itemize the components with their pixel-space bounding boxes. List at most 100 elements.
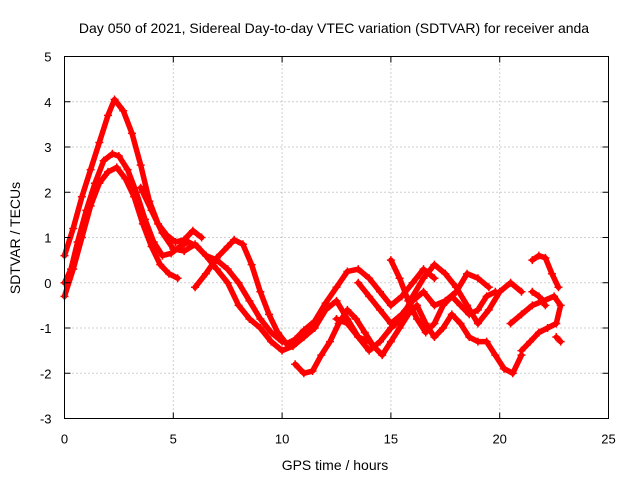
data-point [114, 152, 123, 161]
data-point [110, 95, 119, 104]
data-point [256, 314, 265, 323]
data-point [386, 301, 395, 310]
series-trace [61, 164, 181, 300]
x-tick-label: 5 [170, 432, 177, 447]
data-point [430, 333, 439, 342]
data-point [291, 335, 300, 344]
x-axis-label: GPS time / hours [282, 457, 389, 473]
data-point [223, 242, 232, 251]
data-point [447, 310, 456, 319]
data-point [556, 337, 565, 346]
data-point [456, 301, 465, 310]
data-point [473, 274, 482, 283]
data-point [278, 346, 287, 355]
data-point [419, 274, 428, 283]
data-point [121, 174, 130, 183]
data-point [308, 366, 317, 375]
data-point [136, 183, 145, 192]
data-point [234, 301, 243, 310]
series-satellite-pass-5 [191, 235, 439, 348]
x-tick-label: 15 [384, 432, 398, 447]
y-tick-label: -1 [40, 321, 52, 336]
data-point [291, 360, 300, 369]
data-point [473, 337, 482, 346]
data-point [534, 251, 543, 260]
data-point [119, 106, 128, 115]
data-point [500, 364, 509, 373]
y-tick-label: -2 [40, 366, 52, 381]
series-satellite-pass-4 [136, 183, 374, 355]
y-axis-label: SDTVAR / TECUs [7, 182, 23, 294]
series-satellite-pass-10 [528, 251, 563, 292]
data-point [282, 339, 291, 348]
data-point [99, 156, 108, 165]
data-point [325, 337, 334, 346]
data-point [223, 265, 232, 274]
data-point [321, 299, 330, 308]
data-point [365, 346, 374, 355]
data-point [156, 260, 165, 269]
data-point [395, 274, 404, 283]
data-point [482, 337, 491, 346]
data-point [158, 228, 167, 237]
data-point [247, 260, 256, 269]
data-point [365, 292, 374, 301]
data-point [173, 274, 182, 283]
y-tick-label: 0 [44, 276, 51, 291]
data-point [104, 167, 113, 176]
data-point [430, 301, 439, 310]
data-point [223, 278, 232, 287]
data-point [552, 319, 561, 328]
data-point [147, 206, 156, 215]
data-point [354, 278, 363, 287]
data-point [245, 314, 254, 323]
data-point [552, 333, 561, 342]
data-point [413, 314, 422, 323]
data-point [386, 319, 395, 328]
data-point [201, 251, 210, 260]
data-point [123, 165, 132, 174]
data-point [265, 310, 274, 319]
data-point [343, 305, 352, 314]
data-point [386, 256, 395, 265]
data-point [180, 247, 189, 256]
data-point [256, 287, 265, 296]
data-point [238, 240, 247, 249]
data-point [112, 163, 121, 172]
data-point [147, 242, 156, 251]
series-satellite-pass-9 [386, 256, 500, 337]
data-point [484, 305, 493, 314]
data-point [526, 337, 535, 346]
data-point [419, 265, 428, 274]
data-point [86, 201, 95, 210]
data-point [550, 292, 559, 301]
data-point [69, 265, 78, 274]
data-point [534, 328, 543, 337]
data-point [138, 219, 147, 228]
data-point [465, 333, 474, 342]
series-satellite-pass-8 [354, 269, 493, 328]
data-point [419, 287, 428, 296]
data-point [169, 244, 178, 253]
data-point [273, 328, 282, 337]
data-point [506, 278, 515, 287]
y-tick-label: 5 [44, 50, 51, 65]
data-point [543, 324, 552, 332]
data-point [376, 287, 385, 296]
series-satellite-pass-1 [60, 95, 206, 260]
y-tick-label: 1 [44, 231, 51, 246]
data-point [317, 351, 326, 360]
data-point [354, 265, 363, 274]
data-point [554, 283, 563, 292]
data-point [191, 240, 200, 249]
series-satellite-pass-3 [60, 163, 182, 301]
x-tick-label: 20 [492, 432, 506, 447]
data-point [528, 301, 537, 310]
series-trace [333, 261, 525, 354]
data-point [164, 269, 173, 278]
data-point [69, 224, 78, 233]
x-tick-label: 0 [61, 432, 68, 447]
data-point [430, 319, 439, 328]
y-tick-label: 3 [44, 140, 51, 155]
data-point [299, 369, 308, 378]
